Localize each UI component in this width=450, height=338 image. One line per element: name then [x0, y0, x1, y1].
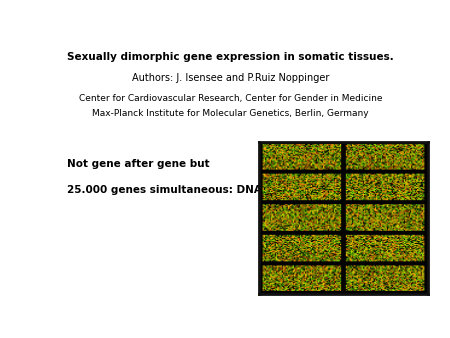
- Text: Sexually dimorphic gene expression in somatic tissues.: Sexually dimorphic gene expression in so…: [67, 52, 394, 62]
- Text: Max-Planck Institute for Molecular Genetics, Berlin, Germany: Max-Planck Institute for Molecular Genet…: [92, 109, 369, 118]
- Text: Not gene after gene but: Not gene after gene but: [67, 159, 209, 169]
- Text: Center for Cardiovascular Research, Center for Gender in Medicine: Center for Cardiovascular Research, Cent…: [79, 94, 382, 103]
- Text: Authors: J. Isensee and P.Ruiz Noppinger: Authors: J. Isensee and P.Ruiz Noppinger: [132, 73, 329, 83]
- Text: 25.000 genes simultaneous: DNA microarrays: 25.000 genes simultaneous: DNA microarra…: [67, 185, 335, 195]
